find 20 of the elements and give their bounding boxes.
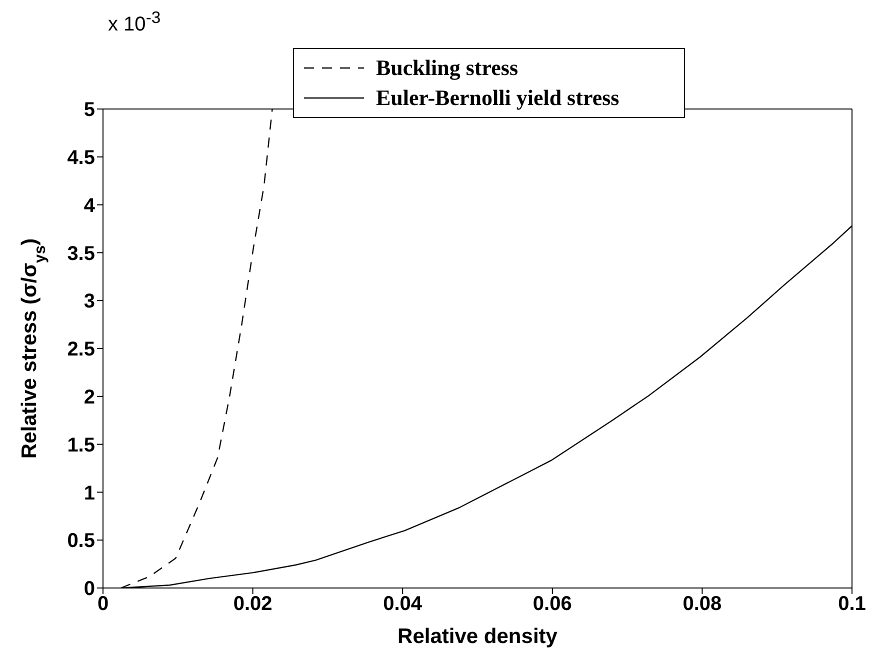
y-tick-label: 4.5 bbox=[67, 147, 95, 169]
x-tick-label: 0.02 bbox=[233, 593, 272, 616]
x-tick-label: 0.1 bbox=[838, 593, 866, 616]
y-tick-label: 3.5 bbox=[67, 242, 95, 265]
x-tick-label: 0.08 bbox=[682, 593, 722, 616]
y-tick-label: 5 bbox=[84, 99, 95, 122]
y-tick-label: 3 bbox=[84, 290, 95, 313]
y-tick-label: 4 bbox=[84, 194, 96, 217]
y-tick-label: 0.5 bbox=[67, 530, 95, 552]
legend-label: Buckling stress bbox=[376, 55, 518, 81]
y-tick-label: 2 bbox=[84, 386, 95, 408]
y-tick-label: 1.5 bbox=[67, 434, 95, 456]
y-tick-label: 2.5 bbox=[67, 338, 95, 361]
x-tick-label: 0.04 bbox=[383, 593, 423, 616]
y-tick-label: 1 bbox=[84, 482, 95, 504]
x-axis-title: Relative density bbox=[398, 625, 558, 648]
y-tick-label: 0 bbox=[84, 578, 95, 600]
x-tick-label: 0.06 bbox=[532, 593, 572, 616]
text: x 10$^{-3}$ bbox=[108, 8, 161, 37]
legend-label: Euler-Bernolli yield stress bbox=[376, 85, 620, 111]
